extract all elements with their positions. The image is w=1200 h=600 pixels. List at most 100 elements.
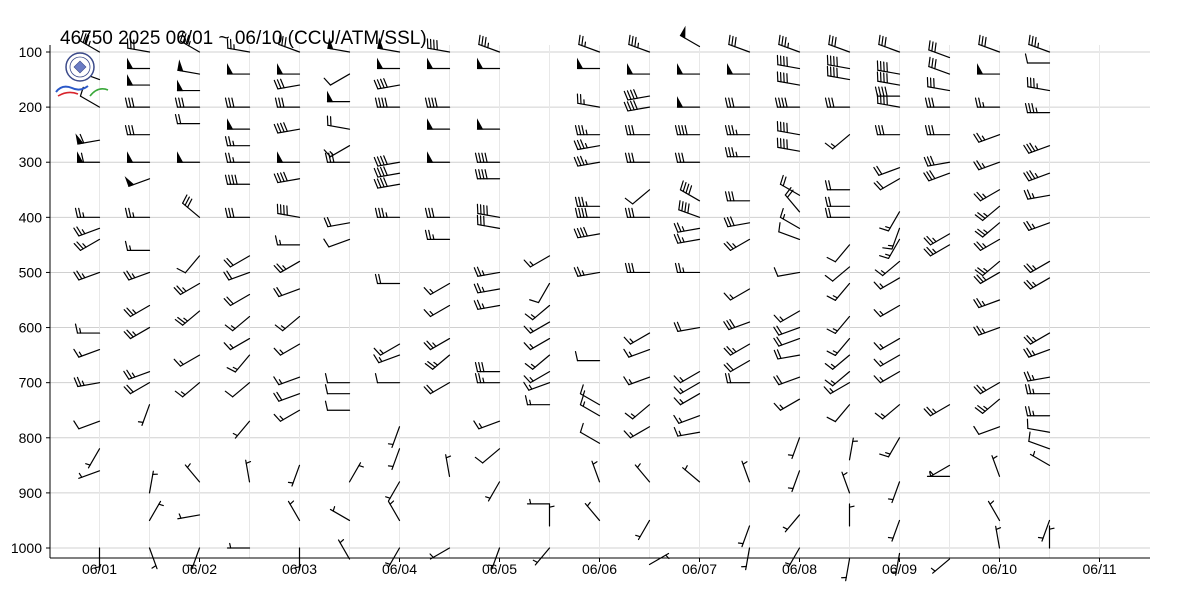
wind-barb — [826, 315, 851, 334]
wind-barb — [1028, 34, 1051, 53]
y-tick-label: 300 — [19, 154, 43, 170]
wind-barb — [473, 283, 501, 294]
wind-barb — [374, 373, 401, 384]
wind-barb — [674, 262, 701, 274]
wind-barb — [424, 229, 451, 240]
wind-barb — [223, 270, 251, 281]
wind-barb — [78, 470, 101, 479]
wind-barb — [579, 422, 601, 444]
wind-barb — [723, 319, 751, 331]
wind-barb — [873, 354, 901, 367]
wind-barb — [723, 343, 751, 356]
wind-barb — [385, 547, 401, 568]
wind-barb — [679, 25, 701, 48]
wind-barb — [476, 57, 501, 70]
wind-barb — [974, 398, 1001, 414]
wind-barb — [177, 513, 201, 520]
wind-barb — [974, 222, 1001, 238]
wind-barb — [874, 404, 901, 420]
wind-barb — [723, 216, 751, 228]
wind-barb — [626, 63, 651, 75]
wind-barb — [223, 337, 251, 351]
wind-barb — [778, 34, 801, 53]
wind-barb — [1023, 371, 1051, 382]
wind-barb — [574, 125, 601, 136]
wind-barb — [373, 166, 401, 178]
wind-barb — [126, 57, 151, 70]
wind-barb — [623, 376, 651, 386]
wind-barb — [824, 196, 851, 207]
wind-barb — [674, 125, 701, 136]
wind-barb — [273, 376, 301, 386]
wind-barb — [223, 293, 251, 307]
wind-barb — [424, 207, 451, 218]
wind-barb — [124, 207, 151, 218]
wind-barb — [873, 337, 901, 351]
wind-barb — [924, 97, 951, 108]
wind-barb — [329, 506, 351, 522]
wind-barb — [1048, 525, 1055, 549]
wind-barb — [741, 547, 751, 571]
wind-barb — [476, 214, 501, 229]
wind-barb — [879, 238, 901, 260]
wind-barb — [787, 470, 801, 493]
wind-barb — [624, 189, 651, 205]
wind-barb — [973, 298, 1001, 309]
wind-barb — [426, 38, 451, 53]
wind-barb — [373, 78, 401, 90]
wind-barb — [824, 266, 851, 282]
wind-barb — [635, 519, 651, 541]
wind-barb — [224, 97, 251, 108]
wind-barb — [273, 171, 301, 184]
wind-barb — [75, 133, 101, 145]
wind-barb — [324, 384, 351, 395]
wind-barb — [776, 54, 801, 70]
wind-barb — [323, 145, 351, 158]
wind-barb — [923, 404, 951, 417]
wind-barb — [848, 503, 855, 527]
wind-barb — [148, 470, 158, 494]
wind-barb — [724, 147, 751, 158]
wind-barb — [424, 97, 451, 108]
wind-barb — [174, 114, 201, 125]
wind-barb — [274, 315, 301, 332]
wind-barb — [873, 277, 901, 290]
wind-barb — [526, 498, 551, 505]
wind-barb — [374, 207, 401, 218]
wind-barb — [576, 57, 601, 70]
wind-barb — [926, 471, 951, 477]
wind-barb — [327, 37, 351, 53]
y-tick-label: 900 — [19, 485, 43, 501]
wind-barb — [579, 384, 601, 406]
x-tick-label: 06/10 — [982, 561, 1017, 577]
y-tick-labels: 100 200 300 400 500 600 700 800 900 1000 — [11, 44, 42, 556]
wind-barb — [523, 337, 551, 351]
wind-barb — [224, 315, 251, 332]
wind-barb — [273, 409, 301, 422]
wind-barb — [673, 321, 701, 332]
wind-barb — [474, 448, 501, 464]
wind-barb — [773, 325, 801, 336]
wind-barb — [824, 180, 851, 191]
wind-barb — [841, 471, 851, 494]
wind-barb — [226, 38, 251, 53]
wind-barb — [387, 500, 401, 522]
wind-barb — [474, 373, 501, 384]
wind-barb — [184, 463, 201, 483]
wind-barb — [976, 63, 1001, 75]
wind-barb — [824, 97, 851, 108]
wind-barb — [276, 203, 301, 218]
wind-barb — [1026, 76, 1051, 92]
wind-barb — [726, 63, 751, 75]
wind-barb — [523, 255, 551, 268]
wind-barb — [578, 34, 601, 53]
wind-barb — [826, 244, 851, 263]
wind-barb — [674, 152, 701, 163]
wind-barb — [474, 362, 501, 373]
wind-barb — [523, 321, 551, 334]
wind-barb — [679, 180, 701, 202]
wind-barb — [1023, 347, 1051, 358]
wind-barb — [974, 205, 1001, 222]
wind-barb — [373, 354, 401, 364]
wind-barb — [773, 398, 801, 411]
